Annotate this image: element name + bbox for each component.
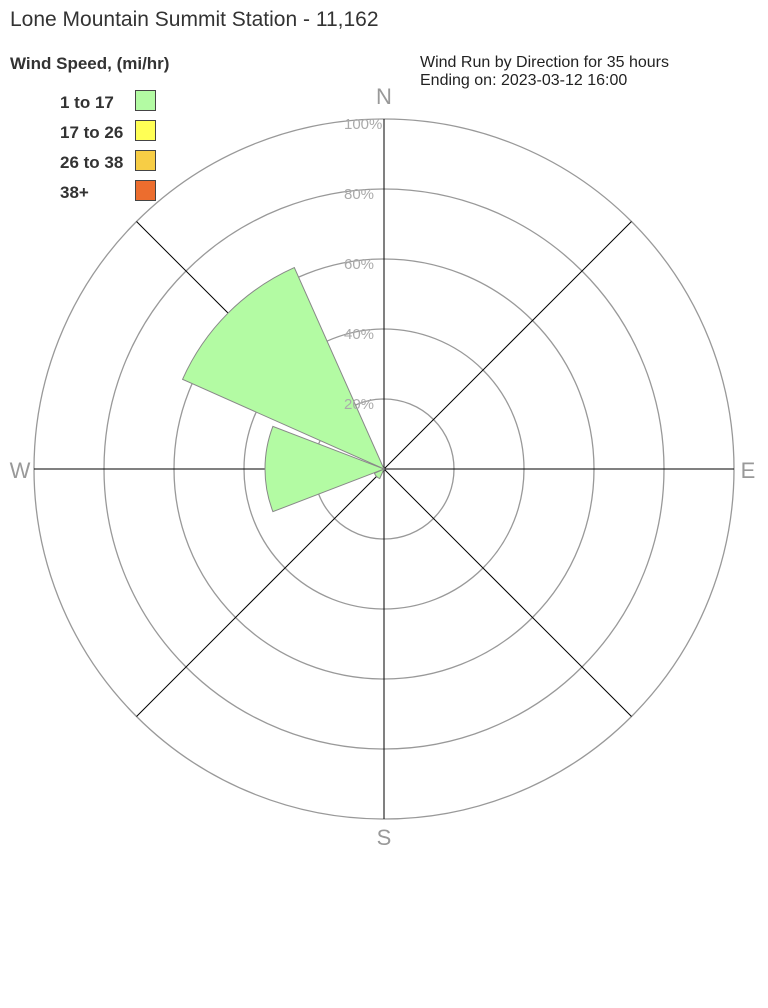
wedge-w	[264, 425, 386, 513]
subtitle-line-1: Wind Run by Direction for 35 hours	[420, 54, 669, 71]
legend-swatch	[135, 90, 156, 111]
compass-label-n: N	[376, 84, 392, 109]
chart-title: Lone Mountain Summit Station - 11,162	[10, 8, 379, 31]
legend-label: 38+	[60, 183, 89, 202]
radial-tick-label: 80%	[344, 186, 374, 203]
legend-swatch	[135, 150, 156, 171]
grid-spoke	[383, 468, 632, 717]
radial-tick-label: 40%	[344, 326, 374, 343]
radial-tick-label: 100%	[344, 116, 382, 133]
legend-swatch	[135, 120, 156, 141]
grid-spoke	[136, 468, 385, 717]
grid-spoke	[383, 221, 632, 470]
wedge-sw	[373, 468, 385, 480]
legend-title: Wind Speed, (mi/hr)	[10, 54, 170, 73]
legend-label: 17 to 26	[60, 123, 124, 142]
subtitle-line-2: Ending on: 2023-03-12 16:00	[420, 72, 628, 89]
compass-label-s: S	[377, 825, 392, 850]
legend-label: 1 to 17	[60, 93, 114, 112]
chart-subtitle: Wind Run by Direction for 35 hours Endin…	[420, 54, 669, 90]
radial-tick-label: 20%	[344, 396, 374, 413]
legend-swatch	[135, 180, 156, 201]
compass-label-e: E	[741, 458, 756, 483]
wedge-nw	[181, 266, 385, 470]
compass-label-w: W	[10, 458, 31, 483]
radial-tick-label: 60%	[344, 256, 374, 273]
legend-label: 26 to 38	[60, 153, 124, 172]
